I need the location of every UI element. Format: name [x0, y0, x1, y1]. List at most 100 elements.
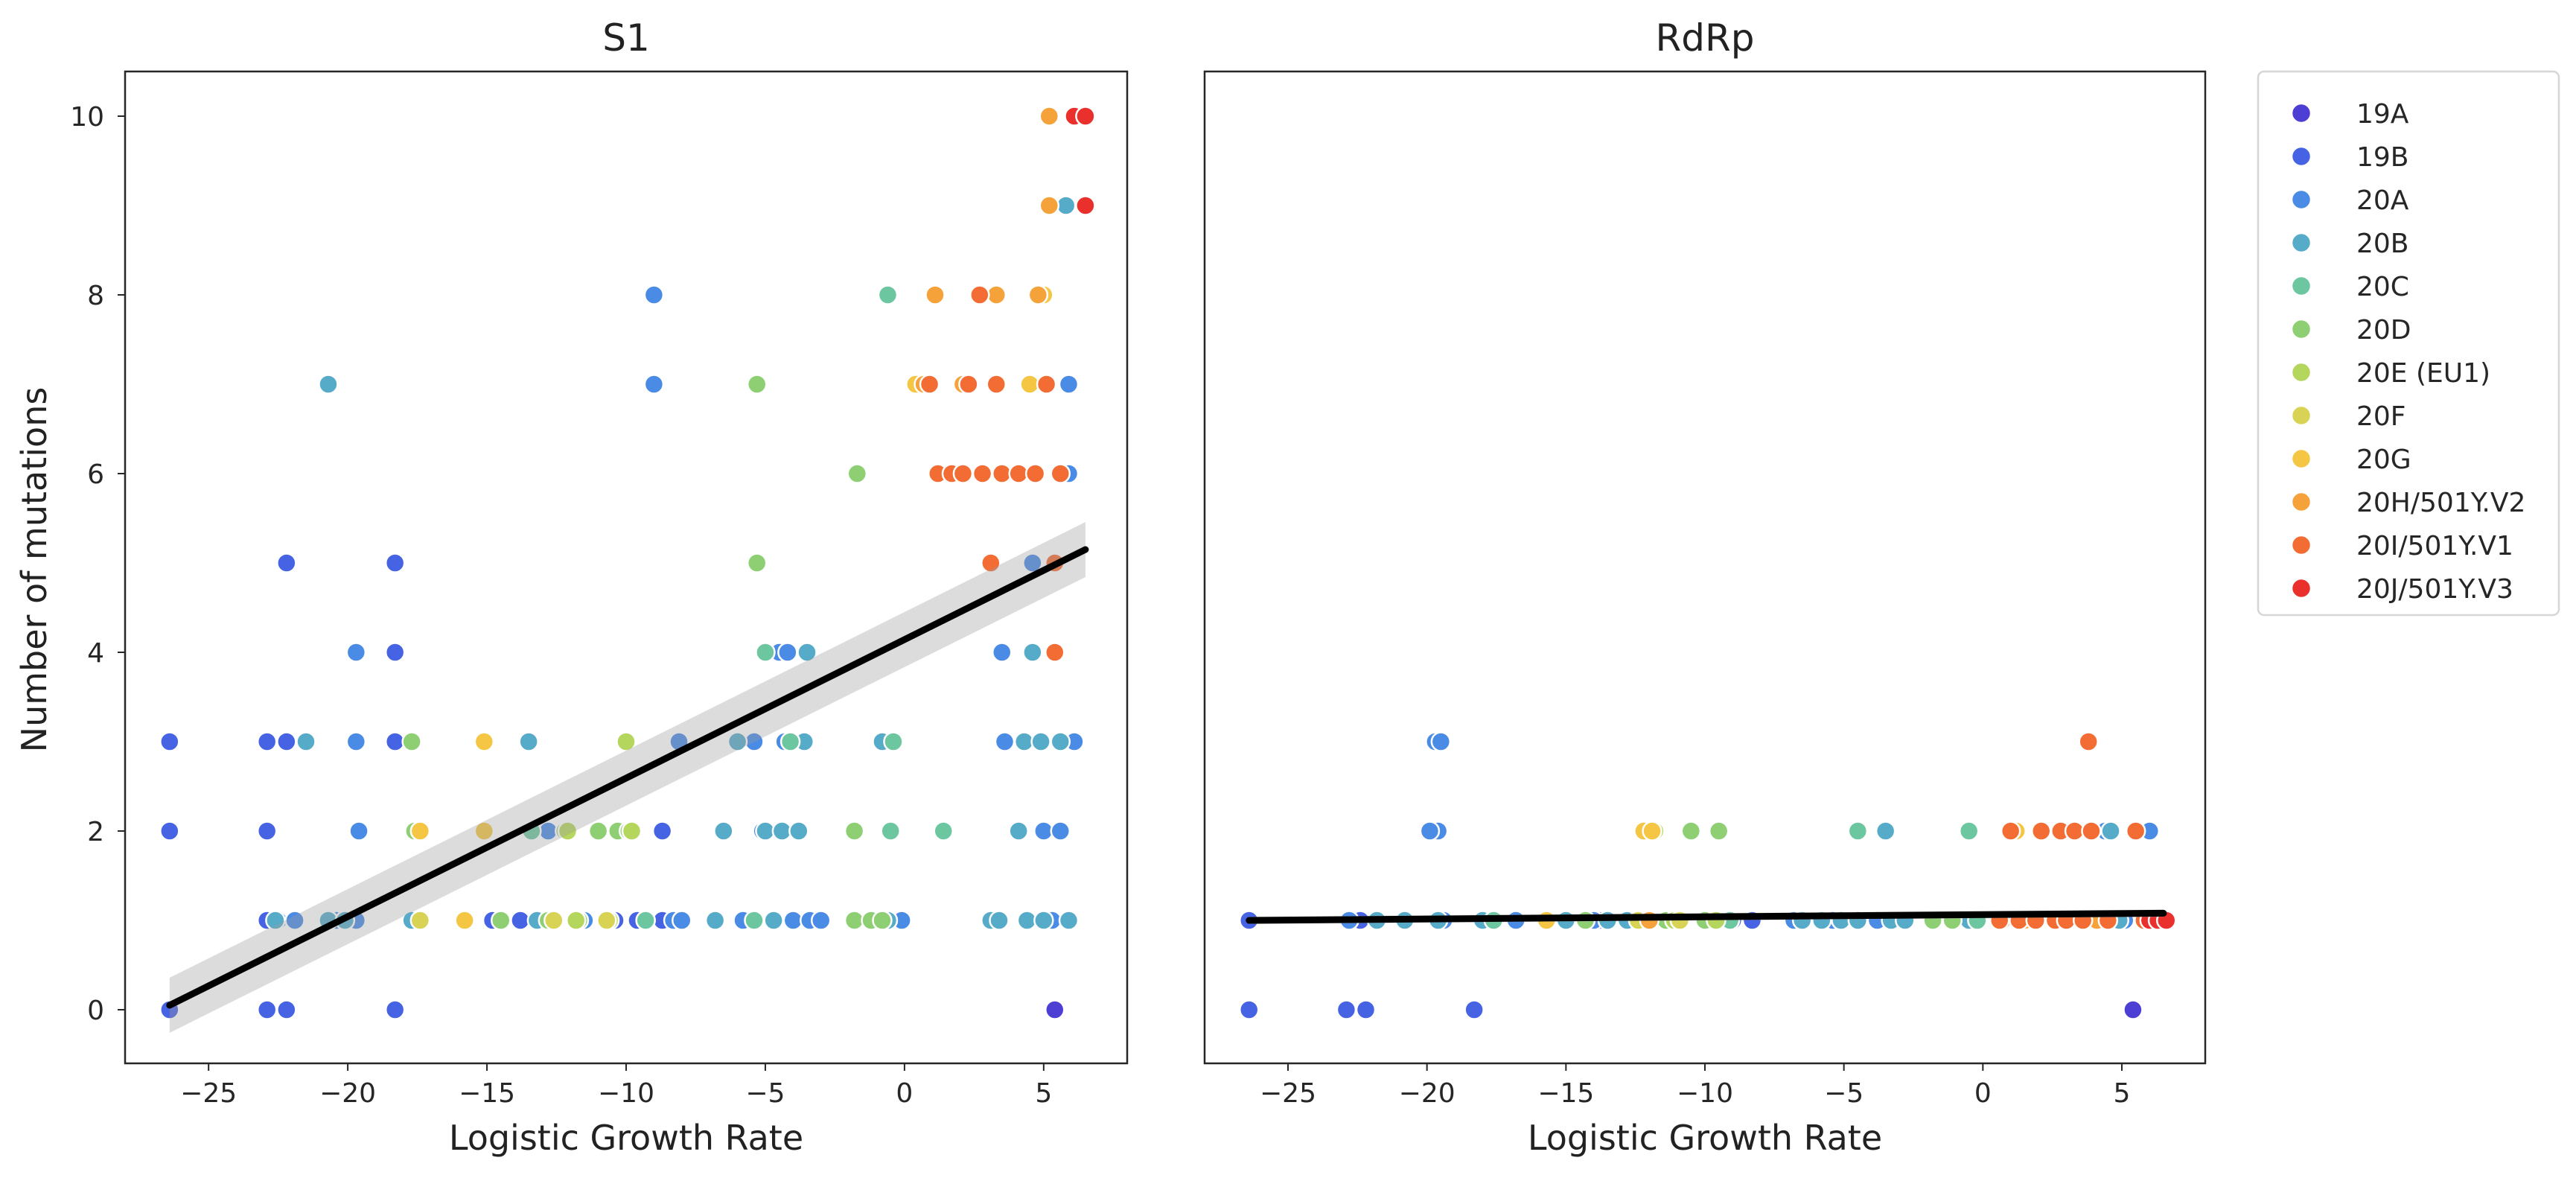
data-point — [986, 374, 1007, 395]
data-point — [672, 910, 692, 931]
data-point — [1075, 106, 1096, 127]
x-tick-label: 0 — [1974, 1078, 1992, 1109]
data-point — [651, 821, 673, 841]
data-point — [925, 284, 946, 305]
legend: 19A 19B 20A 20B 20C 20D 20E (EU1) 20F 20G 20H/501… — [2257, 70, 2560, 617]
data-point — [2000, 821, 2021, 841]
data-point — [518, 731, 539, 752]
legend-marker — [2290, 577, 2312, 599]
legend-box — [2257, 70, 2560, 617]
y-tick-label: 2 — [87, 817, 104, 847]
x-tick-label: −20 — [319, 1078, 376, 1109]
data-point — [989, 910, 1010, 931]
x-tick-label: −5 — [1824, 1078, 1864, 1109]
legend-marker — [2290, 275, 2312, 297]
x-tick-label: 0 — [896, 1078, 913, 1109]
data-point — [256, 821, 278, 841]
regression-line — [166, 546, 1089, 1009]
data-point — [746, 553, 768, 573]
data-point — [1036, 374, 1057, 395]
data-point — [1708, 821, 1729, 841]
data-point — [296, 731, 316, 752]
legend-label: 20I/501Y.V1 — [2356, 531, 2513, 561]
data-point — [616, 731, 637, 752]
x-tick-label: −25 — [1260, 1078, 1316, 1109]
x-tick-label: 5 — [2114, 1078, 2131, 1109]
data-point — [1336, 999, 1357, 1020]
data-point — [2078, 731, 2099, 752]
legend-label: 20F — [2356, 401, 2406, 432]
data-point — [345, 731, 367, 752]
data-point — [1238, 999, 1260, 1020]
x-tick-label: −10 — [598, 1078, 654, 1109]
data-point — [994, 731, 1016, 752]
data-point — [265, 910, 286, 931]
data-point — [844, 821, 865, 841]
data-point — [1958, 821, 1980, 841]
data-point — [1039, 195, 1060, 216]
y-tick-label: 8 — [87, 281, 104, 311]
legend-marker — [2290, 448, 2312, 470]
data-point — [557, 821, 578, 841]
data-point — [952, 463, 974, 484]
legend-label: 20A — [2356, 185, 2409, 216]
data-point — [1058, 374, 1080, 395]
legend-marker — [2290, 188, 2312, 211]
x-tick-label: −10 — [1677, 1078, 1733, 1109]
data-point — [256, 999, 278, 1020]
data-point — [2081, 821, 2102, 841]
y-tick-label: 10 — [70, 102, 104, 133]
data-point — [1847, 821, 1869, 841]
data-point — [763, 910, 784, 931]
legend-label: 20H/501Y.V2 — [2356, 488, 2525, 518]
axes-frame — [1203, 70, 2207, 1065]
data-point — [159, 731, 180, 752]
legend-label: 19B — [2356, 142, 2409, 173]
x-axis-label-s1: Logistic Growth Rate — [449, 1118, 803, 1158]
data-point — [1024, 463, 1046, 484]
data-point — [981, 553, 1001, 573]
data-point — [1680, 821, 1702, 841]
data-point — [933, 821, 954, 841]
data-point — [2123, 999, 2143, 1020]
data-point — [384, 553, 406, 573]
x-tick-label: 5 — [1035, 1078, 1052, 1109]
data-point — [256, 731, 278, 752]
data-point — [635, 910, 656, 931]
data-point — [1033, 910, 1054, 931]
data-point — [474, 821, 495, 841]
data-point — [474, 731, 495, 752]
data-point — [159, 821, 180, 841]
data-point — [454, 910, 475, 931]
data-point — [727, 731, 748, 752]
panel-title-rdrp: RdRp — [1656, 16, 1755, 60]
data-point — [972, 463, 993, 484]
data-point — [958, 374, 979, 395]
data-point — [276, 999, 297, 1020]
data-point — [713, 821, 734, 841]
data-point — [2100, 821, 2121, 841]
data-point — [2125, 821, 2146, 841]
legend-marker — [2290, 145, 2312, 168]
data-point — [704, 910, 726, 931]
data-point — [847, 463, 868, 484]
data-point — [409, 821, 431, 841]
data-point — [1045, 999, 1065, 1020]
data-point — [797, 642, 817, 663]
legend-marker — [2290, 318, 2312, 340]
data-point — [643, 284, 665, 305]
data-point — [780, 731, 801, 752]
data-point — [1050, 463, 1071, 484]
legend-marker — [2290, 102, 2312, 124]
x-tick-label: −25 — [180, 1078, 237, 1109]
x-tick-label: −5 — [745, 1078, 785, 1109]
legend-marker — [2290, 534, 2312, 556]
data-point — [1030, 731, 1051, 752]
legend-marker — [2290, 491, 2312, 513]
data-point — [1355, 999, 1377, 1020]
data-point — [777, 642, 798, 663]
data-point — [883, 731, 904, 752]
data-point — [587, 821, 609, 841]
data-point — [969, 284, 990, 305]
